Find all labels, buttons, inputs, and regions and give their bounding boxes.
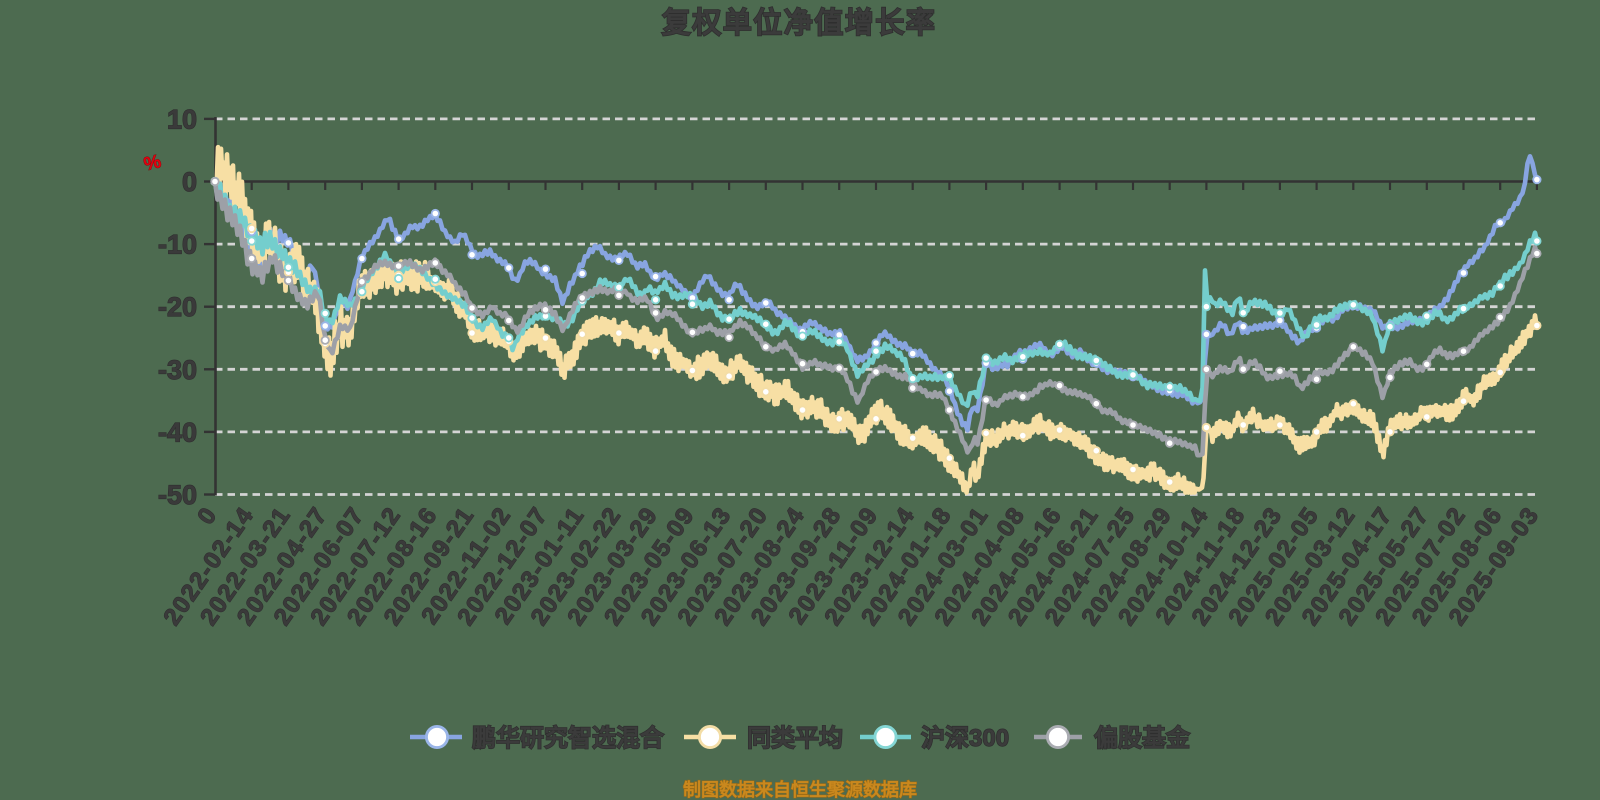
svg-text:0: 0 bbox=[182, 167, 197, 197]
svg-text:-50: -50 bbox=[158, 480, 197, 510]
svg-text:-10: -10 bbox=[158, 230, 197, 260]
svg-text:制图数据来自恒生聚源数据库: 制图数据来自恒生聚源数据库 bbox=[683, 779, 917, 800]
svg-text:10: 10 bbox=[167, 104, 197, 134]
svg-text:同类平均: 同类平均 bbox=[747, 724, 843, 752]
svg-text:-20: -20 bbox=[158, 292, 197, 322]
svg-text:鹏华研究智选混合: 鹏华研究智选混合 bbox=[472, 724, 665, 752]
svg-text:-30: -30 bbox=[158, 355, 197, 385]
svg-text:偏股基金: 偏股基金 bbox=[1094, 724, 1191, 752]
svg-text:复权单位净值增长率: 复权单位净值增长率 bbox=[662, 6, 937, 40]
svg-text:沪深300: 沪深300 bbox=[921, 725, 1009, 752]
svg-text:-40: -40 bbox=[158, 417, 197, 447]
svg-text:%: % bbox=[142, 151, 164, 175]
